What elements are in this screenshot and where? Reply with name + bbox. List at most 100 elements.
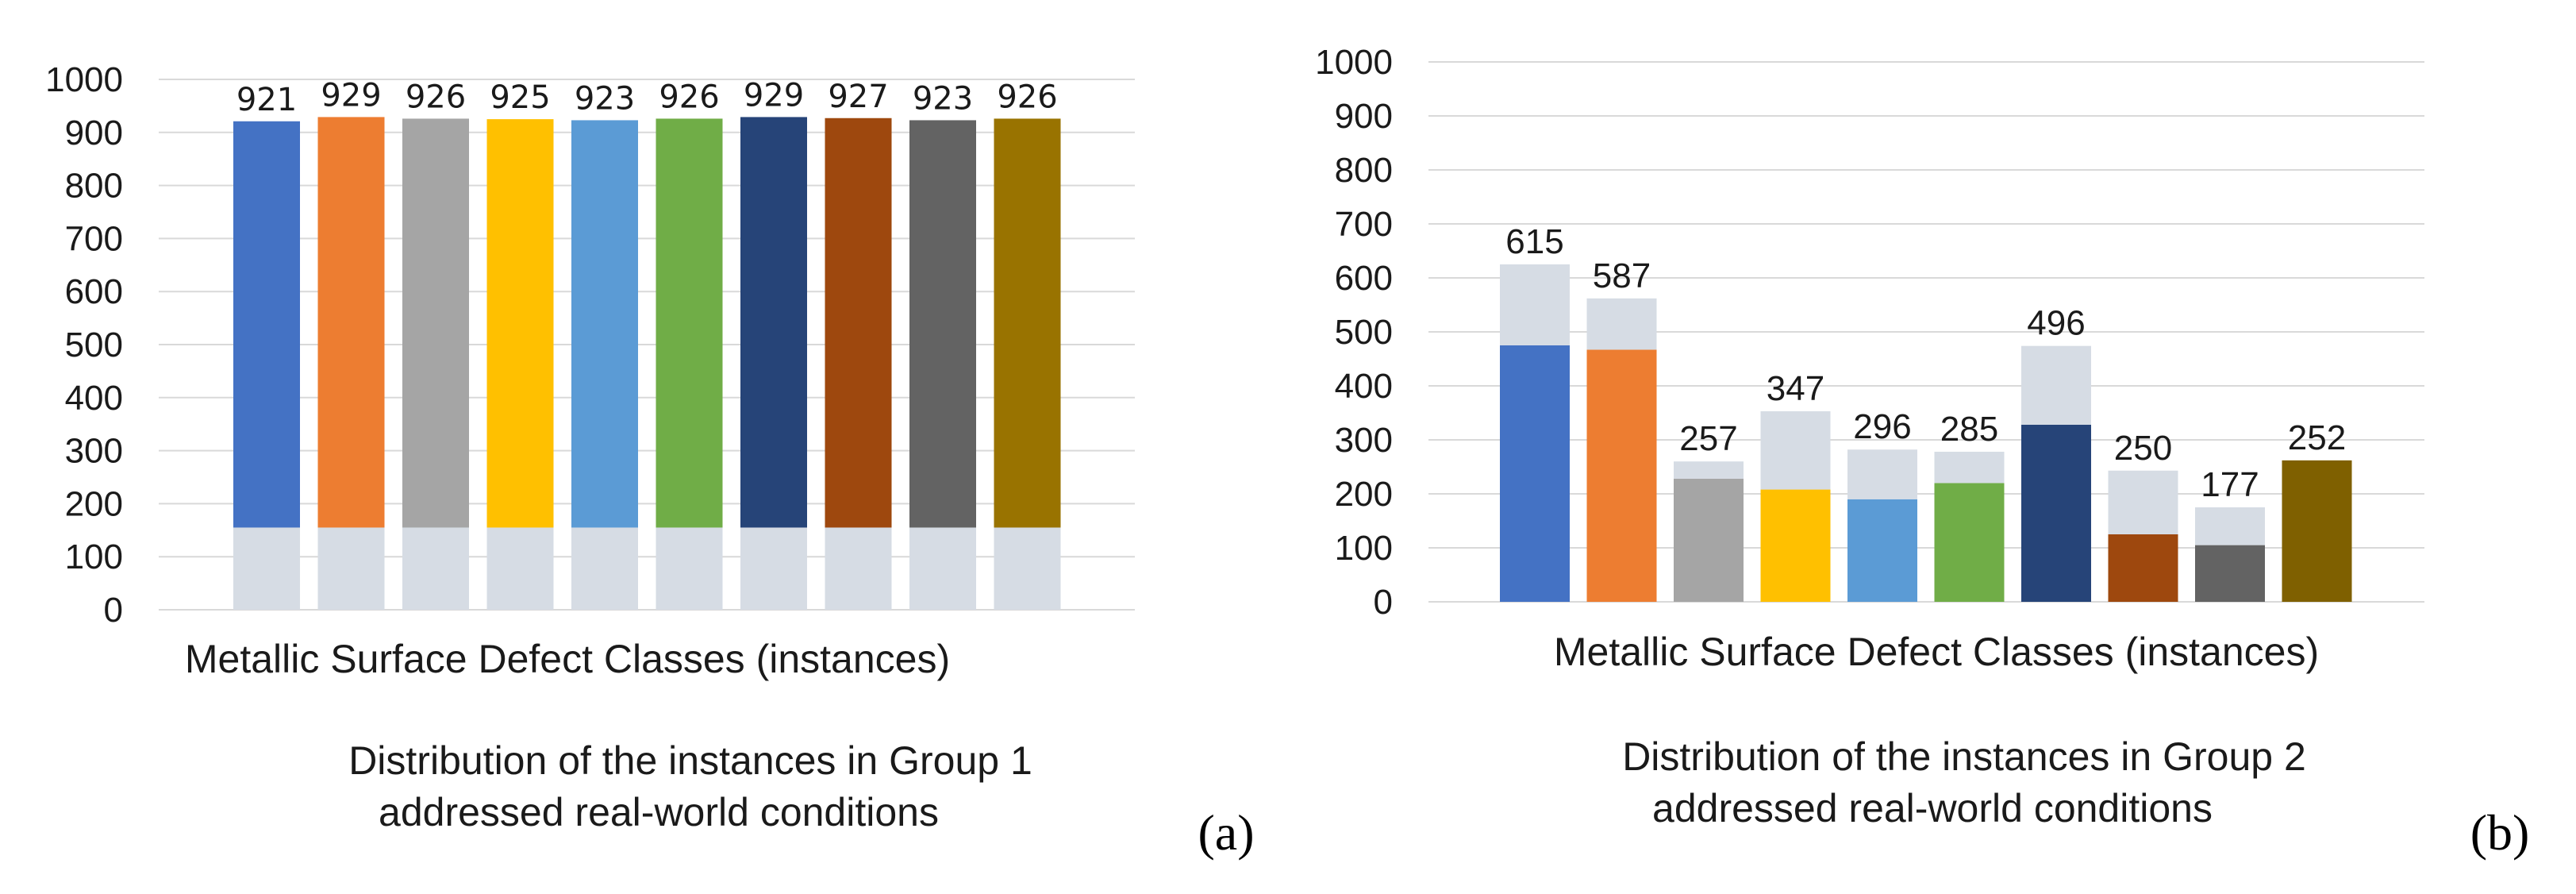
panel-label-b: (b) <box>2470 804 2530 861</box>
data-label-a-1: 921 <box>236 82 297 118</box>
data-label-a-7: 929 <box>744 77 804 114</box>
y-tick-label-a: 100 <box>65 538 123 576</box>
y-tick-label-a: 700 <box>65 219 123 258</box>
y-tick-label-a: 300 <box>65 432 123 471</box>
y-tick-label-b: 900 <box>1335 97 1393 136</box>
bar-b-8-top <box>2108 470 2178 534</box>
y-tick-label-b: 800 <box>1335 151 1393 190</box>
y-tick-label-a: 400 <box>65 379 123 418</box>
bar-b-1-top <box>1500 264 1570 345</box>
y-tick-label-a: 500 <box>65 326 123 364</box>
data-label-a-2: 929 <box>321 77 381 114</box>
data-label-b-2: 587 <box>1593 256 1651 295</box>
bar-b-9-base <box>2195 545 2265 602</box>
gridlines-b <box>1428 61 2424 603</box>
bar-a-2-top <box>317 117 385 528</box>
caption-b-line1: Distribution of the instances in Group 2 <box>1622 734 2306 779</box>
bar-a-2-base <box>317 527 385 610</box>
bar-a-1-top <box>233 121 300 528</box>
y-tick-label-b: 100 <box>1335 529 1393 568</box>
bar-b-6-base <box>1934 483 2005 602</box>
y-tick-label-a: 200 <box>65 484 123 523</box>
y-tick-label-b: 1000 <box>1315 43 1393 82</box>
data-label-b-1: 615 <box>1505 222 1563 261</box>
bar-a-10-top <box>994 118 1061 528</box>
bar-a-7-top <box>740 117 807 528</box>
bar-a-6-base <box>656 527 723 610</box>
bar-a-3-top <box>402 118 469 528</box>
bar-b-10-base <box>2282 460 2352 602</box>
y-tick-label-b: 500 <box>1335 313 1393 352</box>
bar-b-5-top <box>1847 449 1917 499</box>
caption-b-line2: addressed real-world conditions <box>1652 786 2213 830</box>
y-tick-label-b: 200 <box>1335 475 1393 514</box>
bar-a-5-top <box>571 120 638 528</box>
y-axis-ticks-a: 0 100 200 300 400 500 600 700 800 900 1000 <box>45 60 123 630</box>
bar-a-6-top <box>656 118 723 528</box>
data-labels-b: 615 587 257 347 296 285 496 250 177 252 <box>1505 222 2346 504</box>
bar-b-6-top <box>1934 451 2005 484</box>
y-tick-label-b: 400 <box>1335 367 1393 406</box>
bar-a-4-base <box>486 527 554 610</box>
y-tick-label-b: 600 <box>1335 259 1393 298</box>
bars-a <box>233 117 1061 610</box>
y-tick-label-a: 800 <box>65 167 123 206</box>
gridlines-a <box>159 79 1135 611</box>
bar-b-3-base <box>1674 478 1744 602</box>
y-tick-label-b: 700 <box>1335 205 1393 244</box>
bar-b-1-base <box>1500 345 1570 602</box>
bar-a-3-base <box>402 527 469 610</box>
data-label-a-10: 926 <box>997 79 1057 115</box>
bar-a-10-base <box>994 527 1061 610</box>
caption-a-line1: Distribution of the instances in Group 1 <box>348 738 1032 783</box>
bar-b-2-base <box>1586 349 1657 602</box>
bar-a-8-top <box>825 118 892 528</box>
y-tick-label-a: 0 <box>104 591 123 630</box>
bar-a-1-base <box>233 527 300 610</box>
bar-b-7-top <box>2021 345 2091 425</box>
y-tick-label-b: 0 <box>1374 583 1393 622</box>
y-tick-label-b: 300 <box>1335 421 1393 460</box>
bar-a-7-base <box>740 527 807 610</box>
data-label-b-5: 296 <box>1853 407 1911 446</box>
y-tick-label-a: 900 <box>65 114 123 152</box>
bar-b-8-base <box>2108 534 2178 602</box>
bar-b-4-base <box>1760 489 1831 602</box>
data-label-a-3: 926 <box>406 79 466 115</box>
bar-a-8-base <box>825 527 892 610</box>
y-tick-label-a: 1000 <box>45 60 123 99</box>
bar-a-5-base <box>571 527 638 610</box>
data-label-a-8: 927 <box>828 79 888 115</box>
bars-b <box>1500 264 2352 602</box>
bar-b-4-top <box>1760 410 1831 490</box>
y-tick-label-a: 600 <box>65 272 123 311</box>
data-label-a-4: 925 <box>490 79 550 116</box>
data-label-a-6: 926 <box>659 79 719 115</box>
data-label-b-8: 250 <box>2114 429 2172 468</box>
bar-b-9-top <box>2195 507 2265 545</box>
bar-b-7-base <box>2021 424 2091 602</box>
data-label-b-7: 496 <box>2027 304 2085 343</box>
data-label-a-9: 923 <box>913 80 973 117</box>
bar-b-5-base <box>1847 499 1917 602</box>
panel-label-a: (a) <box>1198 804 1254 861</box>
bar-a-4-top <box>486 119 554 528</box>
bar-b-3-top <box>1674 461 1744 479</box>
data-label-a-5: 923 <box>575 80 635 117</box>
bar-b-2-top <box>1586 298 1657 350</box>
x-axis-label-a: Metallic Surface Defect Classes (instanc… <box>185 637 950 681</box>
data-labels-a: 921 929 926 925 923 926 929 927 923 926 <box>236 77 1058 118</box>
x-axis-label-b: Metallic Surface Defect Classes (instanc… <box>1554 630 2319 674</box>
caption-a-line2: addressed real-world conditions <box>379 790 939 834</box>
y-axis-ticks-b: 0 100 200 300 400 500 600 700 800 900 1000 <box>1315 43 1393 622</box>
data-label-b-6: 285 <box>1940 410 1998 449</box>
bar-a-9-base <box>909 527 976 610</box>
bar-a-9-top <box>909 120 976 528</box>
data-label-b-10: 252 <box>2288 418 2346 457</box>
data-label-b-3: 257 <box>1679 419 1737 458</box>
data-label-b-4: 347 <box>1767 369 1824 408</box>
chart-b: 0 100 200 300 400 500 600 700 800 900 1000 615 587 2… <box>1315 43 2529 861</box>
data-label-b-9: 177 <box>2201 465 2259 504</box>
